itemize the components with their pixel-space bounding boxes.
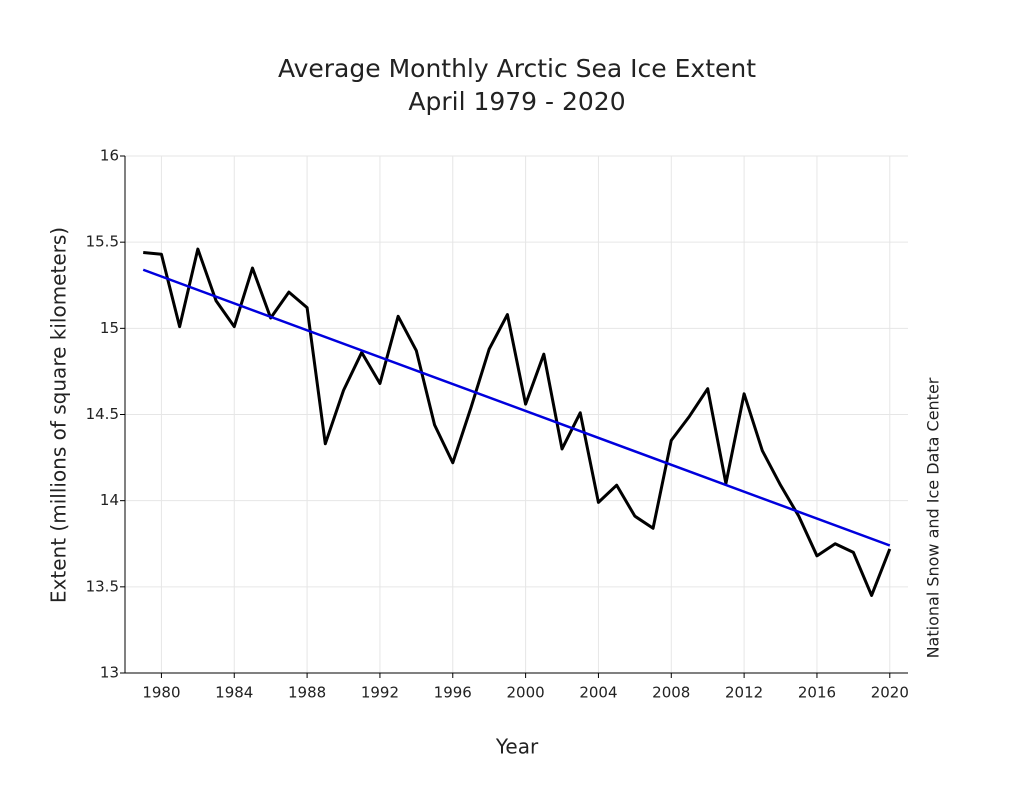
x-tick-label: 2000 bbox=[507, 684, 545, 702]
trend-line bbox=[142, 268, 891, 547]
y-tick-label: 13 bbox=[100, 664, 119, 682]
x-tick-label: 1980 bbox=[142, 684, 180, 702]
y-tick-label: 15.5 bbox=[86, 233, 119, 251]
data-line bbox=[143, 247, 892, 597]
y-tick-label: 15 bbox=[100, 319, 119, 337]
x-tick-label: 2008 bbox=[652, 684, 690, 702]
x-tick-label: 1992 bbox=[361, 684, 399, 702]
x-tick-label: 2016 bbox=[798, 684, 836, 702]
x-axis-title: Year bbox=[495, 735, 539, 759]
chart-subtitle: April 1979 - 2020 bbox=[408, 87, 625, 116]
y-tick-label: 13.5 bbox=[86, 577, 119, 595]
y-tick-label: 14 bbox=[100, 491, 119, 509]
x-tick-label: 1996 bbox=[434, 684, 472, 702]
x-tick-label: 2012 bbox=[725, 684, 763, 702]
chart-title: Average Monthly Arctic Sea Ice Extent bbox=[278, 54, 756, 83]
x-tick-label: 2020 bbox=[871, 684, 909, 702]
x-tick-label: 2004 bbox=[579, 684, 617, 702]
y-tick-label: 14.5 bbox=[86, 405, 119, 423]
y-axis-title: Extent (millions of square kilometers) bbox=[47, 227, 71, 603]
x-tick-label: 1988 bbox=[288, 684, 326, 702]
x-tick-label: 1984 bbox=[215, 684, 253, 702]
y-tick-label: 16 bbox=[100, 147, 119, 165]
source-note: National Snow and Ice Data Center bbox=[924, 377, 943, 658]
